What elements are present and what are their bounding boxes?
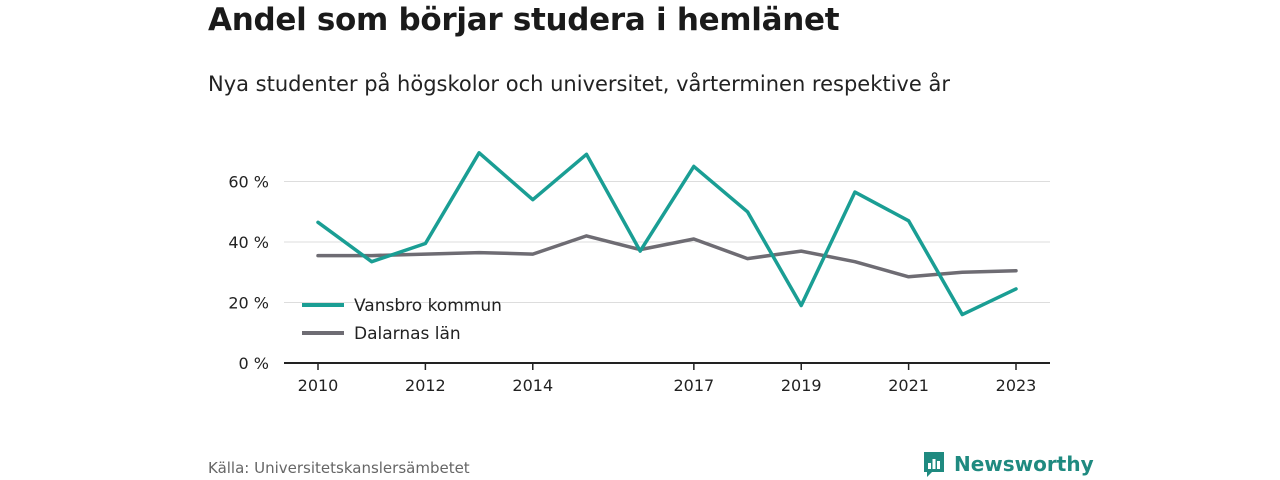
x-tick-label: 2012 <box>405 376 446 395</box>
x-tick-label: 2019 <box>781 376 822 395</box>
series-line-dalarnas-lan <box>316 234 1018 279</box>
y-tick-label: 0 % <box>239 354 269 373</box>
source-note: Källa: Universitetskanslersämbetet <box>208 459 470 477</box>
chart-subtitle: Nya studenter på högskolor och universit… <box>208 72 950 96</box>
x-axis: 2010 2012 2014 2017 2019 2021 2023 <box>284 362 1050 395</box>
legend-label: Vansbro kommun <box>354 296 502 316</box>
series-lines <box>316 151 1018 317</box>
legend: Vansbro kommun Dalarnas län <box>302 296 502 344</box>
y-tick-label: 40 % <box>228 233 269 252</box>
x-tick-label: 2010 <box>298 376 339 395</box>
y-axis-tick-labels: 0 % 20 % 40 % 60 % <box>228 173 269 374</box>
x-tick-label: 2017 <box>673 376 714 395</box>
x-tick-label: 2014 <box>512 376 553 395</box>
legend-label: Dalarnas län <box>354 324 461 344</box>
gridlines <box>284 181 1050 303</box>
bar-chart-speech-bubble-icon <box>924 452 944 477</box>
y-tick-label: 60 % <box>228 173 269 192</box>
x-tick-label: 2023 <box>996 376 1037 395</box>
y-tick-label: 20 % <box>228 294 269 313</box>
brand: Newsworthy <box>922 450 1094 478</box>
x-tick-label: 2021 <box>888 376 929 395</box>
chart-title: Andel som börjar studera i hemlänet <box>208 2 840 38</box>
series-line-vansbro-kommun <box>316 151 1018 317</box>
brand-name: Newsworthy <box>954 452 1094 476</box>
